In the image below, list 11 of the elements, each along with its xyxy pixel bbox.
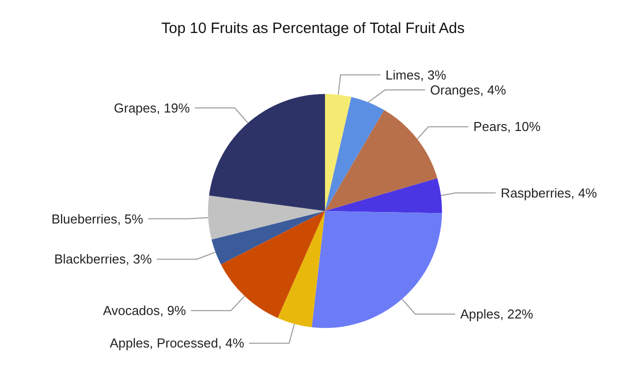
slice-label: Avocados, 9% bbox=[103, 303, 186, 318]
slice-label: Pears, 10% bbox=[473, 119, 541, 134]
slice-label: Apples, Processed, 4% bbox=[110, 336, 245, 351]
slice-label: Limes, 3% bbox=[386, 67, 447, 82]
slice-label: Grapes, 19% bbox=[114, 100, 190, 116]
slice-label: Raspberries, 4% bbox=[500, 185, 598, 200]
chart-title: Top 10 Fruits as Percentage of Total Fruit Ads bbox=[161, 20, 465, 37]
slice-label: Apples, 22% bbox=[460, 306, 534, 322]
slice-label: Oranges, 4% bbox=[430, 82, 506, 98]
slice-label: Blueberries, 5% bbox=[51, 211, 144, 226]
slice-label: Blackberries, 3% bbox=[54, 252, 152, 267]
